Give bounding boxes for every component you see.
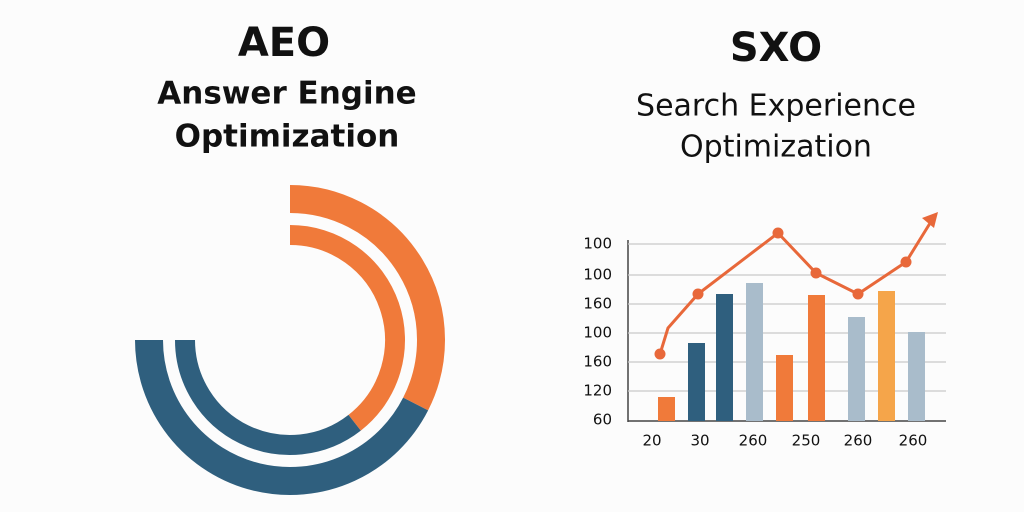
trend-point	[900, 256, 912, 268]
y-label: 120	[583, 382, 612, 400]
sxo-subtitle: Search Experience	[636, 89, 916, 124]
bar	[808, 295, 825, 421]
donut-arc	[289, 225, 405, 431]
sxo-subtitle: Optimization	[680, 130, 872, 165]
donut-arc	[289, 185, 445, 411]
trend-arrow	[922, 212, 938, 228]
donut-arc	[175, 339, 361, 455]
bar	[716, 294, 733, 421]
aeo-title: AEO	[238, 20, 330, 66]
x-label: 260	[739, 432, 768, 450]
bar	[776, 355, 793, 421]
bar	[658, 397, 675, 421]
x-label: 260	[844, 432, 873, 450]
trend-point	[654, 348, 666, 360]
aeo-subtitle: Answer Engine	[157, 76, 416, 112]
trend-point	[692, 288, 704, 300]
trend-line	[658, 219, 934, 355]
donut-arc	[135, 339, 429, 495]
y-label: 100	[583, 266, 612, 284]
y-label: 100	[583, 235, 612, 253]
y-label: 60	[593, 411, 612, 429]
x-label: 260	[899, 432, 928, 450]
y-label: 160	[583, 295, 612, 313]
aeo-subtitle: Optimization	[175, 119, 400, 155]
trend-point	[810, 267, 822, 279]
x-label: 20	[642, 432, 661, 450]
bar	[908, 332, 925, 421]
x-label: 250	[792, 432, 821, 450]
bar	[688, 343, 705, 421]
trend-point	[852, 288, 864, 300]
bar	[848, 317, 865, 421]
bar	[746, 283, 763, 421]
bar	[878, 291, 895, 421]
y-label: 100	[583, 324, 612, 342]
chart: 100 100 160 100 160 120 60 20 30 260 250 260 260	[583, 212, 946, 450]
x-label: 30	[690, 432, 709, 450]
donut	[135, 185, 445, 495]
trend-point	[772, 227, 784, 239]
sxo-title: SXO	[730, 25, 822, 71]
y-label: 160	[583, 353, 612, 371]
